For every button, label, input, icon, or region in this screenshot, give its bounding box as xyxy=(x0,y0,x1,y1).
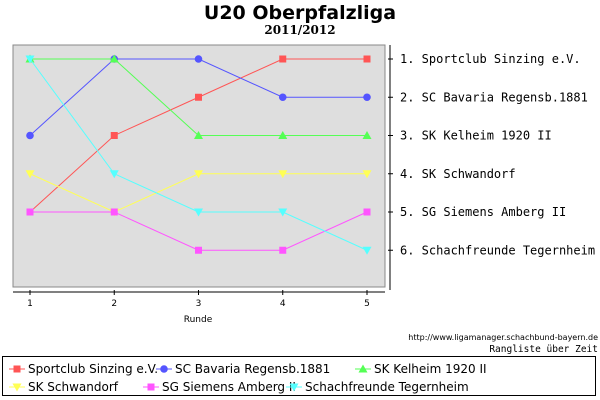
data-point xyxy=(195,93,202,101)
legend-item: SK Schwandorf xyxy=(9,379,118,395)
chart-caption: Rangliste über Zeit xyxy=(489,344,598,355)
data-point xyxy=(109,54,119,63)
x-tick-label: 1 xyxy=(27,299,33,309)
legend-swatch xyxy=(9,365,25,373)
data-point xyxy=(279,246,287,254)
data-point xyxy=(25,170,35,179)
data-point xyxy=(362,246,372,255)
chart-plot: 1 2 3 4 5 Runde 1. Sportclub Sinzing e.V. 2. SC… xyxy=(12,44,595,325)
data-point xyxy=(25,55,35,64)
data-point xyxy=(194,55,203,63)
ranking-label: 5. SG Siemens Amberg II xyxy=(400,205,566,219)
legend-label: SG Siemens Amberg II xyxy=(162,380,296,394)
legend-label: SK Kelheim 1920 II xyxy=(374,362,487,376)
series-group xyxy=(25,54,372,139)
legend-label: SC Bavaria Regensb.1881 xyxy=(175,362,331,376)
legend-item: SC Bavaria Regensb.1881 xyxy=(156,361,330,377)
legend-label: SK Schwandorf xyxy=(28,380,119,394)
data-point xyxy=(278,208,288,217)
legend-item: Schachfreunde Tegernheim xyxy=(286,379,469,395)
data-point xyxy=(109,170,119,179)
data-point xyxy=(279,55,287,63)
data-point xyxy=(289,383,299,392)
data-point xyxy=(194,131,203,139)
ranking-label: 1. Sportclub Sinzing e.V. xyxy=(400,52,581,66)
ranking-label: 6. Schachfreunde Tegernheim xyxy=(400,243,595,257)
data-point xyxy=(362,131,372,139)
data-point xyxy=(26,208,34,216)
legend-item: Sportclub Sinzing e.V. xyxy=(9,361,158,377)
series-group xyxy=(26,208,371,254)
legend-swatch xyxy=(156,365,172,373)
data-point xyxy=(110,132,118,139)
data-point xyxy=(194,208,203,217)
x-tick-label: 5 xyxy=(364,299,370,309)
x-tick-label: 4 xyxy=(280,299,286,309)
legend-swatch xyxy=(286,383,302,392)
data-point xyxy=(26,131,34,140)
data-point xyxy=(110,208,118,216)
data-point xyxy=(147,383,155,391)
data-point xyxy=(278,131,288,139)
plot-area xyxy=(12,44,386,288)
x-axis-label: Runde xyxy=(184,315,213,325)
x-tick-label: 3 xyxy=(196,299,202,309)
ranking-label: 3. SK Kelheim 1920 II xyxy=(400,129,552,143)
legend-label: Sportclub Sinzing e.V. xyxy=(28,362,159,376)
data-point xyxy=(12,383,22,392)
data-point xyxy=(194,170,203,179)
legend-swatch xyxy=(143,383,159,391)
legend-item: SK Kelheim 1920 II xyxy=(355,361,487,377)
data-point xyxy=(362,170,372,179)
x-tick-label: 2 xyxy=(111,299,117,309)
data-point xyxy=(358,364,368,373)
series-group xyxy=(25,55,372,255)
ranking-label: 4. SK Schwandorf xyxy=(400,167,516,181)
legend-item: SG Siemens Amberg II xyxy=(143,379,296,395)
data-point xyxy=(278,93,287,102)
source-url: http://www.ligamanager.schachbund-bayern… xyxy=(408,333,598,342)
legend-swatch xyxy=(9,383,25,392)
data-point xyxy=(363,55,371,63)
data-point xyxy=(363,93,371,102)
data-point xyxy=(278,170,288,179)
chart-legend: Sportclub Sinzing e.V. SC Bavaria Regensb… xyxy=(2,356,596,396)
data-point xyxy=(363,208,371,216)
chart-subtitle: 2011/2012 xyxy=(264,23,336,37)
legend-label: Schachfreunde Tegernheim xyxy=(305,380,469,394)
data-point xyxy=(195,246,202,254)
ranking-label: 2. SC Bavaria Regensb.1881 xyxy=(400,90,588,104)
chart-title: U20 Oberpfalzliga xyxy=(203,2,397,24)
data-point xyxy=(160,365,168,373)
legend-swatch xyxy=(355,364,371,373)
data-point xyxy=(13,365,21,373)
